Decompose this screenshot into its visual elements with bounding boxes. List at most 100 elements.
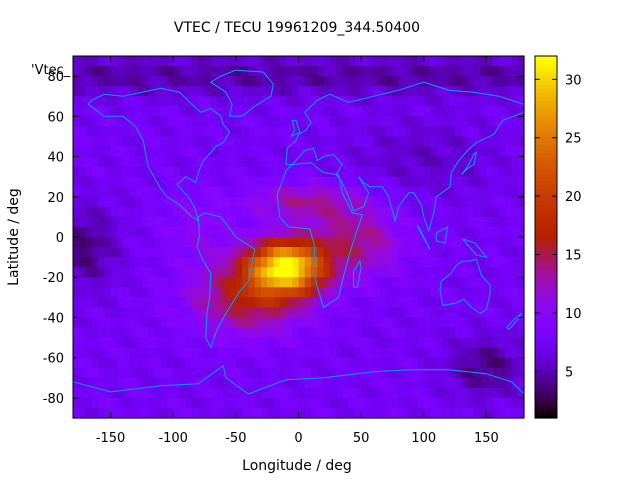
heatmap-cell	[166, 367, 174, 379]
heatmap-cell	[517, 317, 525, 329]
heatmap-cell	[229, 216, 237, 228]
heatmap-cell	[254, 267, 262, 278]
heatmap-cell	[442, 237, 450, 248]
heatmap-cell	[116, 257, 124, 268]
heatmap-cell	[486, 96, 494, 107]
heatmap-cell	[455, 317, 462, 329]
heatmap-cell	[323, 347, 331, 359]
heatmap-cell	[361, 156, 368, 168]
heatmap-cell	[486, 216, 494, 228]
heatmap-cell	[379, 166, 387, 178]
heatmap-cell	[223, 407, 231, 419]
heatmap-cell	[442, 277, 450, 288]
heatmap-cell	[173, 136, 181, 148]
heatmap-cell	[436, 327, 444, 339]
heatmap-cell	[123, 257, 130, 268]
heatmap-cell	[436, 86, 444, 97]
heatmap-cell	[323, 297, 331, 308]
heatmap-cell	[342, 387, 350, 399]
heatmap-cell	[398, 166, 406, 178]
colorbar-step	[535, 281, 557, 286]
heatmap-cell	[379, 377, 387, 389]
heatmap-cell	[135, 166, 143, 178]
heatmap-cell	[185, 347, 193, 359]
heatmap-cell	[404, 267, 412, 278]
heatmap-cell	[166, 307, 174, 319]
heatmap-cell	[123, 96, 130, 107]
heatmap-cell	[242, 66, 249, 77]
heatmap-cell	[260, 86, 268, 97]
heatmap-cell	[386, 257, 394, 268]
heatmap-cell	[411, 267, 419, 278]
coastline	[462, 238, 488, 258]
heatmap-cell	[442, 357, 450, 369]
heatmap-cell	[423, 86, 431, 97]
heatmap-cell	[185, 56, 193, 67]
heatmap-cell	[104, 106, 112, 117]
heatmap-cell	[455, 96, 462, 107]
heatmap-cell	[210, 206, 218, 218]
heatmap-cell	[217, 327, 224, 339]
heatmap-cell	[480, 247, 488, 258]
heatmap-cell	[192, 377, 199, 389]
heatmap-cell	[354, 96, 362, 107]
heatmap-cell	[254, 166, 262, 178]
heatmap-cell	[398, 146, 406, 158]
heatmap-cell	[354, 166, 362, 178]
heatmap-cell	[254, 307, 262, 319]
colorbar-tick-label: 10	[565, 307, 582, 322]
heatmap-cell	[480, 307, 488, 319]
heatmap-cell	[404, 186, 412, 198]
heatmap-cell	[348, 237, 356, 248]
heatmap-cell	[73, 237, 80, 248]
heatmap-cell	[217, 287, 224, 298]
heatmap-cell	[473, 277, 481, 288]
heatmap-cell	[436, 106, 444, 117]
heatmap-cell	[154, 387, 162, 399]
heatmap-cell	[342, 277, 350, 288]
heatmap-cell	[367, 317, 375, 329]
heatmap-cell	[311, 337, 318, 349]
heatmap-cell	[354, 357, 362, 369]
heatmap-cell	[166, 357, 174, 369]
heatmap-cell	[461, 277, 469, 288]
heatmap-cell	[242, 317, 249, 329]
heatmap-cell	[210, 267, 218, 278]
heatmap-cell	[455, 257, 462, 268]
heatmap-cell	[73, 126, 80, 138]
heatmap-cell	[329, 226, 337, 238]
y-tick-label: 40	[47, 151, 64, 166]
heatmap-cell	[198, 347, 206, 359]
heatmap-cell	[129, 156, 137, 168]
heatmap-cell	[517, 216, 525, 228]
heatmap-cell	[398, 317, 406, 329]
heatmap-cell	[210, 76, 218, 87]
heatmap-cell	[267, 86, 275, 97]
heatmap-cell	[423, 307, 431, 319]
heatmap-cell	[267, 126, 275, 138]
coastline	[276, 162, 364, 309]
colorbar-step	[535, 381, 557, 387]
colorbar-step	[535, 325, 557, 331]
heatmap-cell	[260, 66, 268, 77]
heatmap-cell	[160, 317, 168, 329]
colorbar-step	[535, 285, 557, 290]
heatmap-cell	[141, 66, 149, 77]
heatmap-cell	[329, 337, 337, 349]
heatmap-cell	[192, 237, 199, 248]
heatmap-cell	[404, 407, 412, 419]
heatmap-cell	[473, 347, 481, 359]
heatmap-cell	[173, 56, 181, 67]
heatmap-cell	[135, 247, 143, 258]
heatmap-cell	[492, 226, 500, 238]
heatmap-cell	[455, 327, 462, 339]
heatmap-cell	[91, 337, 99, 349]
heatmap-cell	[217, 357, 224, 369]
heatmap-cell	[123, 357, 130, 369]
heatmap-cell	[91, 106, 99, 117]
heatmap-cell	[279, 126, 287, 138]
heatmap-cell	[123, 327, 130, 339]
heatmap-cell	[336, 76, 343, 87]
heatmap-cell	[210, 287, 218, 298]
heatmap-cell	[298, 247, 306, 258]
